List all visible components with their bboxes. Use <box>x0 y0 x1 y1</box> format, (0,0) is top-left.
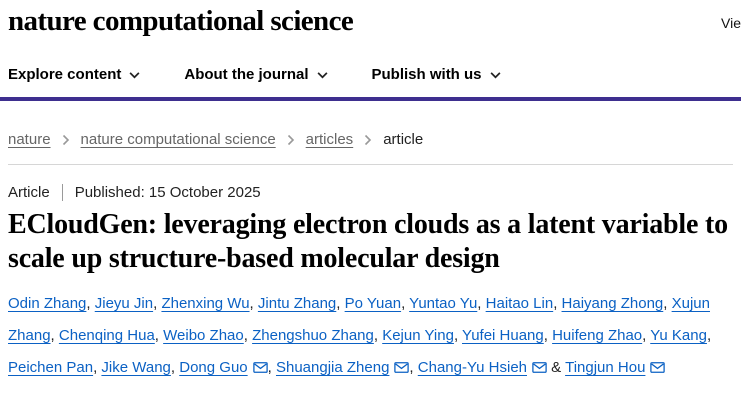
author-separator: , <box>543 327 553 345</box>
email-icon[interactable] <box>394 362 410 373</box>
published-date: Published: 15 October 2025 <box>74 184 261 201</box>
article-type-label: Article <box>8 184 50 201</box>
nav-item-label: Publish with us <box>371 66 482 83</box>
chevron-right-icon <box>287 134 294 145</box>
author-link[interactable]: Yu Kang <box>650 327 707 345</box>
author-link[interactable]: Tingjun Hou <box>565 359 646 377</box>
author-link[interactable]: Yufei Huang <box>462 327 544 345</box>
author-link[interactable]: Peichen Pan <box>8 359 94 377</box>
author-separator: , <box>249 295 258 313</box>
chevron-down-icon <box>490 72 501 79</box>
author-separator: , <box>642 327 651 345</box>
article-header: Article Published: 15 October 2025 EClou… <box>0 184 741 384</box>
author-separator: , <box>477 295 486 313</box>
breadcrumb-current: article <box>383 131 424 148</box>
author-separator: , <box>663 295 672 313</box>
breadcrumb-link-nature[interactable]: nature <box>8 131 51 148</box>
breadcrumb-link-journal[interactable]: nature computational science <box>80 131 276 148</box>
author-link[interactable]: Zhengshuo Zhang <box>252 327 374 345</box>
article-title: ECloudGen: leveraging electron clouds as… <box>8 209 728 274</box>
chevron-down-icon <box>317 72 328 79</box>
separator <box>61 184 63 201</box>
article-meta: Article Published: 15 October 2025 <box>8 184 733 201</box>
author-separator: & <box>551 359 562 377</box>
author-link[interactable]: Yuntao Yu <box>409 295 478 313</box>
author-separator: , <box>401 295 410 313</box>
author-separator: , <box>170 359 180 377</box>
author-separator: , <box>336 295 345 313</box>
author-link[interactable]: Xujun Zhang <box>8 295 710 345</box>
author-link[interactable]: Weibo Zhao <box>163 327 244 345</box>
author-separator: , <box>154 327 164 345</box>
author-link[interactable]: Odin Zhang <box>8 295 87 313</box>
site-header: nature computational science Vie <box>0 0 741 52</box>
nav-item-explore-content[interactable]: Explore content <box>8 66 140 83</box>
author-separator: , <box>50 327 59 345</box>
author-separator: , <box>706 327 712 345</box>
divider <box>8 164 733 165</box>
author-separator: , <box>93 359 102 377</box>
email-icon[interactable] <box>532 362 547 373</box>
author-separator: , <box>267 359 276 377</box>
author-link[interactable]: Haiyang Zhong <box>561 295 664 313</box>
author-link[interactable]: Huifeng Zhao <box>552 327 643 345</box>
author-link[interactable]: Po Yuan <box>344 295 402 313</box>
author-link[interactable]: Dong Guo <box>179 359 248 377</box>
author-list: Odin Zhang, Jieyu Jin, Zhenxing Wu, Jint… <box>8 288 733 384</box>
chevron-right-icon <box>365 134 372 145</box>
author-separator: , <box>409 359 418 377</box>
author-link[interactable]: Jintu Zhang <box>257 295 337 313</box>
author-separator: , <box>153 295 162 313</box>
author-link[interactable]: Jike Wang <box>101 359 171 377</box>
breadcrumb: nature nature computational science arti… <box>0 131 741 148</box>
main-nav: Explore content About the journal Publis… <box>0 52 741 101</box>
author-link[interactable]: Chang-Yu Hsieh <box>417 359 527 377</box>
nav-item-about-the-journal[interactable]: About the journal <box>184 66 328 83</box>
nav-item-publish-with-us[interactable]: Publish with us <box>372 66 501 83</box>
chevron-right-icon <box>62 134 69 145</box>
author-link[interactable]: Chenqing Hua <box>58 327 155 345</box>
breadcrumb-link-articles[interactable]: articles <box>305 131 354 148</box>
author-separator: , <box>243 327 253 345</box>
author-separator: , <box>553 295 562 313</box>
nav-item-label: About the journal <box>184 66 309 83</box>
author-link[interactable]: Jieyu Jin <box>94 295 154 313</box>
view-all-journals-link[interactable]: Vie <box>721 15 741 31</box>
author-separator: , <box>373 327 383 345</box>
journal-logo[interactable]: nature computational science <box>8 5 354 37</box>
chevron-down-icon <box>129 72 140 79</box>
author-separator: , <box>453 327 463 345</box>
author-link[interactable]: Zhenxing Wu <box>161 295 250 313</box>
author-link[interactable]: Kejun Ying <box>382 327 454 345</box>
nav-item-label: Explore content <box>8 66 122 83</box>
email-icon[interactable] <box>252 362 268 373</box>
author-link[interactable]: Haitao Lin <box>485 295 554 313</box>
author-link[interactable]: Shuangjia Zheng <box>275 359 390 377</box>
email-icon[interactable] <box>650 362 666 373</box>
author-separator: , <box>86 295 95 313</box>
